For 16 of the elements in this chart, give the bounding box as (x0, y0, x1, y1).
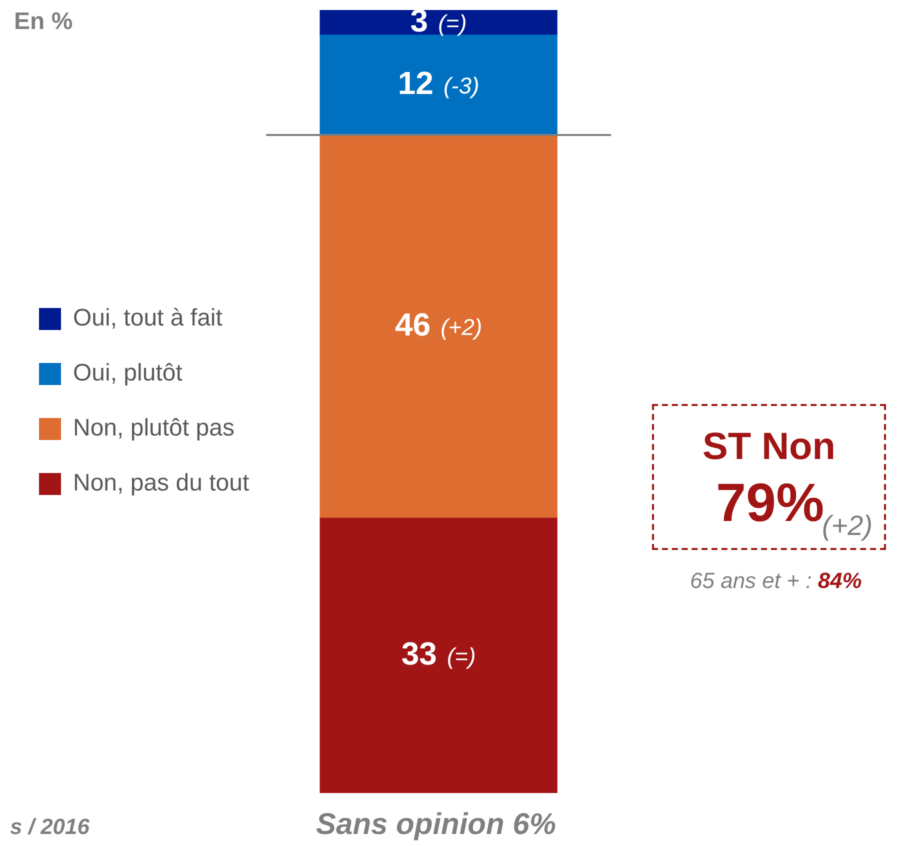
bar (320, 34, 558, 136)
legend-label: Oui, tout à fait (73, 304, 223, 332)
text: s / 2016 (10, 814, 90, 840)
bar (320, 134, 558, 518)
legend-label: Non, pas du tout (73, 470, 250, 497)
data-label: 46 (+2) (394, 306, 482, 342)
text: En % (14, 8, 73, 36)
data-label: 33 (=) (401, 635, 476, 672)
data-label: 12 (-3) (398, 64, 480, 101)
text: 65 ans et + : 84% (690, 568, 862, 594)
legend-label: Non, plutôt pas (73, 414, 234, 442)
legend-label: Oui, plutôt (73, 360, 183, 387)
bar (320, 518, 558, 793)
data-label: 3 (=) (410, 2, 467, 38)
text: Sans opinion 6% (316, 808, 556, 842)
bar (320, 10, 558, 36)
